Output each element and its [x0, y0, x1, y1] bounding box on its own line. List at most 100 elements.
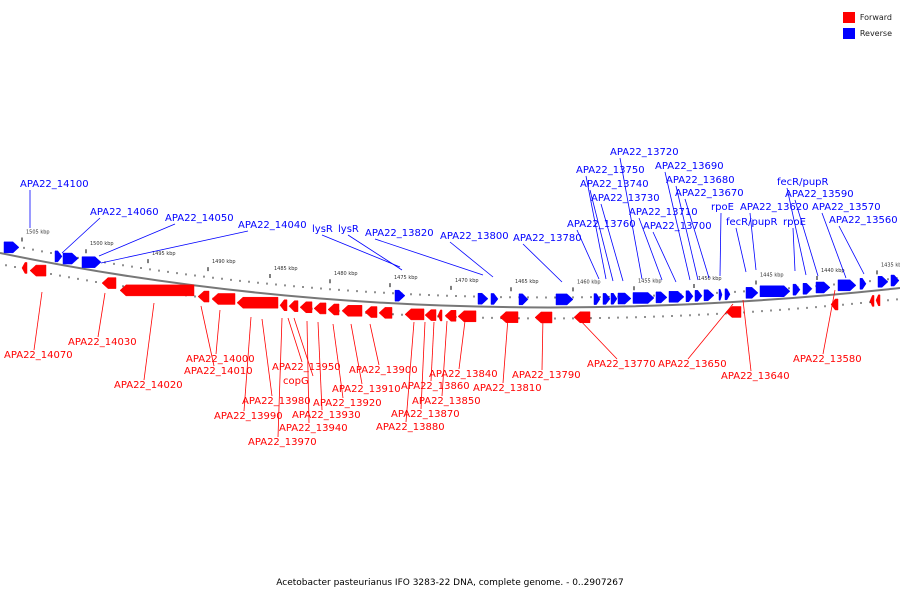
- reverse-gene[interactable]: [685, 290, 694, 303]
- reverse-gene[interactable]: [718, 288, 723, 301]
- forward-gene[interactable]: [875, 294, 881, 307]
- reverse-gene[interactable]: [792, 283, 801, 296]
- forward-gene-label[interactable]: APA22_13580: [793, 354, 862, 365]
- reverse-gene-label[interactable]: APA22_14040: [238, 220, 307, 231]
- forward-gene-label[interactable]: APA22_13880: [376, 422, 445, 433]
- reverse-gene[interactable]: [62, 252, 79, 265]
- reverse-gene-label[interactable]: APA22_13710: [629, 207, 698, 218]
- reverse-gene-label[interactable]: APA22_13720: [610, 147, 679, 158]
- forward-gene[interactable]: [534, 311, 553, 324]
- forward-gene-label[interactable]: APA22_13640: [721, 371, 790, 382]
- forward-gene[interactable]: [404, 308, 425, 321]
- forward-gene[interactable]: [327, 303, 340, 316]
- forward-gene[interactable]: [499, 311, 519, 323]
- reverse-gene[interactable]: [394, 289, 406, 302]
- reverse-gene[interactable]: [602, 293, 611, 305]
- forward-gene-label[interactable]: APA22_13950: [272, 362, 341, 373]
- reverse-gene[interactable]: [655, 291, 668, 304]
- reverse-gene-label[interactable]: APA22_13670: [675, 188, 744, 199]
- reverse-gene[interactable]: [694, 290, 703, 302]
- forward-gene-label[interactable]: APA22_13810: [473, 383, 542, 394]
- forward-gene[interactable]: [101, 277, 117, 289]
- forward-gene[interactable]: [457, 310, 477, 323]
- forward-gene[interactable]: [364, 306, 378, 318]
- forward-gene[interactable]: [21, 262, 28, 274]
- reverse-gene[interactable]: [610, 293, 618, 305]
- reverse-gene-label[interactable]: APA22_13800: [440, 231, 509, 242]
- forward-gene-label[interactable]: APA22_14030: [68, 337, 137, 348]
- forward-gene-label[interactable]: APA22_13860: [401, 381, 470, 392]
- forward-gene[interactable]: [197, 290, 210, 303]
- forward-gene-label[interactable]: copG: [283, 376, 309, 387]
- forward-gene-label[interactable]: APA22_13770: [587, 359, 656, 370]
- reverse-gene-label[interactable]: APA22_13690: [655, 161, 724, 172]
- forward-gene[interactable]: [573, 311, 591, 324]
- forward-gene[interactable]: [29, 264, 47, 277]
- forward-gene[interactable]: [119, 284, 195, 297]
- forward-gene[interactable]: [437, 309, 443, 322]
- forward-gene-label[interactable]: APA22_13980: [242, 396, 311, 407]
- reverse-gene-label[interactable]: APA22_13730: [591, 193, 660, 204]
- reverse-gene[interactable]: [490, 293, 499, 305]
- reverse-gene-label[interactable]: APA22_13780: [513, 233, 582, 244]
- forward-gene[interactable]: [288, 300, 299, 312]
- reverse-gene[interactable]: [668, 291, 685, 303]
- forward-gene-label[interactable]: APA22_13790: [512, 370, 581, 381]
- forward-gene[interactable]: [830, 298, 839, 311]
- forward-gene-label[interactable]: APA22_14010: [184, 366, 253, 377]
- forward-gene-label[interactable]: APA22_13970: [248, 437, 317, 448]
- forward-gene[interactable]: [211, 293, 236, 305]
- reverse-gene-label[interactable]: fecR/pupR: [777, 177, 829, 188]
- forward-gene-label[interactable]: APA22_13870: [391, 409, 460, 420]
- reverse-gene[interactable]: [724, 288, 731, 301]
- reverse-gene[interactable]: [859, 278, 867, 290]
- forward-gene-label[interactable]: APA22_13930: [292, 410, 361, 421]
- forward-gene-label[interactable]: APA22_14070: [4, 350, 73, 361]
- forward-gene[interactable]: [378, 307, 393, 319]
- reverse-gene-label[interactable]: APA22_13560: [829, 215, 898, 226]
- reverse-gene-label[interactable]: rpoE: [711, 202, 734, 213]
- reverse-gene-label[interactable]: lysR: [312, 224, 333, 235]
- reverse-gene[interactable]: [3, 241, 20, 254]
- reverse-gene-label[interactable]: APA22_13680: [666, 175, 735, 186]
- reverse-gene[interactable]: [745, 287, 759, 299]
- forward-gene[interactable]: [424, 309, 437, 321]
- reverse-gene-label[interactable]: APA22_14060: [90, 207, 159, 218]
- forward-gene-label[interactable]: APA22_14020: [114, 380, 183, 391]
- forward-gene[interactable]: [236, 296, 279, 309]
- forward-gene[interactable]: [444, 310, 457, 322]
- forward-gene[interactable]: [725, 306, 742, 318]
- reverse-gene-label[interactable]: APA22_13820: [365, 228, 434, 239]
- reverse-gene[interactable]: [802, 283, 813, 295]
- forward-gene[interactable]: [341, 305, 363, 317]
- reverse-gene[interactable]: [54, 250, 63, 263]
- forward-gene-label[interactable]: APA22_13650: [658, 359, 727, 370]
- reverse-gene-label[interactable]: lysR: [338, 224, 359, 235]
- reverse-gene[interactable]: [632, 292, 655, 304]
- forward-gene[interactable]: [299, 301, 313, 314]
- forward-gene-label[interactable]: APA22_14000: [186, 354, 255, 365]
- forward-gene[interactable]: [869, 295, 875, 307]
- forward-gene-label[interactable]: APA22_13910: [332, 384, 401, 395]
- forward-gene-label[interactable]: APA22_13850: [412, 396, 481, 407]
- reverse-gene-label[interactable]: APA22_13740: [580, 179, 649, 190]
- forward-gene-label[interactable]: APA22_13900: [349, 365, 418, 376]
- reverse-gene-label[interactable]: APA22_13760: [567, 219, 636, 230]
- reverse-gene[interactable]: [759, 285, 791, 298]
- forward-gene-label[interactable]: APA22_13940: [279, 423, 348, 434]
- forward-gene-label[interactable]: APA22_13990: [214, 411, 283, 422]
- reverse-gene[interactable]: [890, 274, 900, 287]
- reverse-gene-label[interactable]: APA22_13570: [812, 202, 881, 213]
- reverse-gene[interactable]: [593, 293, 601, 305]
- reverse-gene-label[interactable]: APA22_14050: [165, 213, 234, 224]
- reverse-gene-label[interactable]: fecR/pupR: [726, 217, 778, 228]
- reverse-gene[interactable]: [617, 292, 632, 305]
- forward-gene[interactable]: [279, 299, 288, 312]
- reverse-gene-label[interactable]: APA22_13590: [785, 189, 854, 200]
- reverse-gene[interactable]: [518, 293, 529, 306]
- reverse-gene[interactable]: [703, 289, 715, 302]
- reverse-gene[interactable]: [837, 279, 857, 292]
- reverse-gene[interactable]: [81, 256, 102, 268]
- reverse-gene-label[interactable]: APA22_13620: [740, 202, 809, 213]
- forward-gene-label[interactable]: APA22_13840: [429, 369, 498, 380]
